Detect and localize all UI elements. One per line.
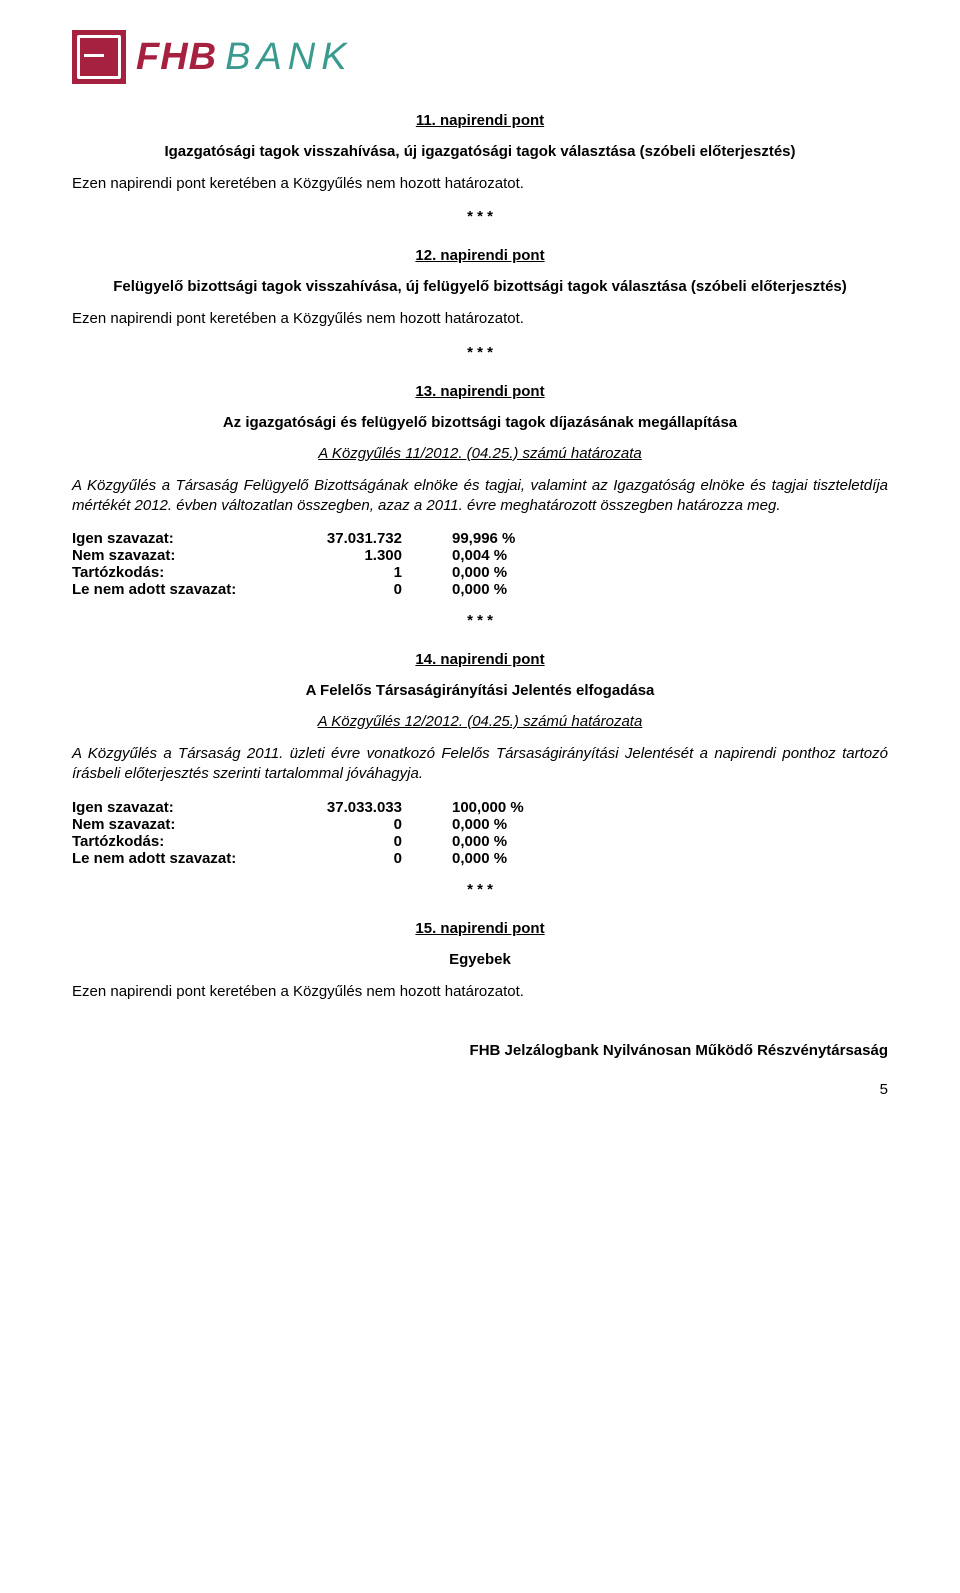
logo-fhb: FHB <box>136 36 217 79</box>
vote-label: Le nem adott szavazat: <box>72 581 302 598</box>
vote-percent: 0,000 % <box>452 816 572 833</box>
signature: FHB Jelzálogbank Nyilvánosan Működő Rész… <box>72 1042 888 1059</box>
separator: * * * <box>72 881 888 898</box>
vote-label: Le nem adott szavazat: <box>72 850 302 867</box>
vote-count: 0 <box>302 581 452 598</box>
vote-percent: 0,000 % <box>452 564 572 581</box>
vote-count: 37.031.732 <box>302 530 452 547</box>
agenda-13-body: A Közgyűlés a Társaság Felügyelő Bizotts… <box>72 476 888 517</box>
vote-count: 1 <box>302 564 452 581</box>
vote-label: Tartózkodás: <box>72 564 302 581</box>
vote-row-igen: Igen szavazat: 37.031.732 99,996 % <box>72 530 888 547</box>
agenda-15-body: Ezen napirendi pont keretében a Közgyűlé… <box>72 982 888 1002</box>
vote-label: Nem szavazat: <box>72 816 302 833</box>
agenda-12-subtitle: Felügyelő bizottsági tagok visszahívása,… <box>72 278 888 295</box>
vote-count: 0 <box>302 816 452 833</box>
vote-row-igen: Igen szavazat: 37.033.033 100,000 % <box>72 799 888 816</box>
vote-row-lenem: Le nem adott szavazat: 0 0,000 % <box>72 581 888 598</box>
vote-percent: 0,000 % <box>452 850 572 867</box>
vote-count: 1.300 <box>302 547 452 564</box>
agenda-14-subtitle: A Felelős Társaságirányítási Jelentés el… <box>72 682 888 699</box>
vote-row-tart: Tartózkodás: 1 0,000 % <box>72 564 888 581</box>
agenda-13-votes: Igen szavazat: 37.031.732 99,996 % Nem s… <box>72 530 888 598</box>
vote-percent: 0,000 % <box>452 581 572 598</box>
vote-percent: 100,000 % <box>452 799 572 816</box>
vote-percent: 99,996 % <box>452 530 572 547</box>
separator: * * * <box>72 208 888 225</box>
vote-percent: 0,000 % <box>452 833 572 850</box>
separator: * * * <box>72 344 888 361</box>
vote-count: 37.033.033 <box>302 799 452 816</box>
agenda-14-body: A Közgyűlés a Társaság 2011. üzleti évre… <box>72 744 888 785</box>
fhb-logo-icon <box>72 30 126 84</box>
agenda-15-title: 15. napirendi pont <box>72 920 888 937</box>
agenda-13-subtitle: Az igazgatósági és felügyelő bizottsági … <box>72 414 888 431</box>
agenda-12-title: 12. napirendi pont <box>72 247 888 264</box>
vote-row-tart: Tartózkodás: 0 0,000 % <box>72 833 888 850</box>
vote-percent: 0,004 % <box>452 547 572 564</box>
separator: * * * <box>72 612 888 629</box>
agenda-11-body: Ezen napirendi pont keretében a Közgyűlé… <box>72 174 888 194</box>
vote-label: Igen szavazat: <box>72 530 302 547</box>
vote-label: Tartózkodás: <box>72 833 302 850</box>
vote-count: 0 <box>302 850 452 867</box>
agenda-13-title: 13. napirendi pont <box>72 383 888 400</box>
logo: FHB BANK <box>72 30 888 84</box>
agenda-14-resolution: A Közgyűlés 12/2012. (04.25.) számú hatá… <box>72 713 888 730</box>
agenda-13-resolution: A Közgyűlés 11/2012. (04.25.) számú hatá… <box>72 445 888 462</box>
vote-count: 0 <box>302 833 452 850</box>
vote-row-nem: Nem szavazat: 0 0,000 % <box>72 816 888 833</box>
logo-text: FHB BANK <box>136 36 353 79</box>
agenda-14-votes: Igen szavazat: 37.033.033 100,000 % Nem … <box>72 799 888 867</box>
document-page: FHB BANK 11. napirendi pont Igazgatósági… <box>0 0 960 1138</box>
page-number: 5 <box>72 1081 888 1098</box>
agenda-14-title: 14. napirendi pont <box>72 651 888 668</box>
agenda-11-title: 11. napirendi pont <box>72 112 888 129</box>
vote-row-lenem: Le nem adott szavazat: 0 0,000 % <box>72 850 888 867</box>
vote-label: Nem szavazat: <box>72 547 302 564</box>
agenda-11-subtitle: Igazgatósági tagok visszahívása, új igaz… <box>72 143 888 160</box>
vote-label: Igen szavazat: <box>72 799 302 816</box>
vote-row-nem: Nem szavazat: 1.300 0,004 % <box>72 547 888 564</box>
logo-bank: BANK <box>225 36 352 79</box>
agenda-15-subtitle: Egyebek <box>72 951 888 968</box>
agenda-12-body: Ezen napirendi pont keretében a Közgyűlé… <box>72 309 888 329</box>
